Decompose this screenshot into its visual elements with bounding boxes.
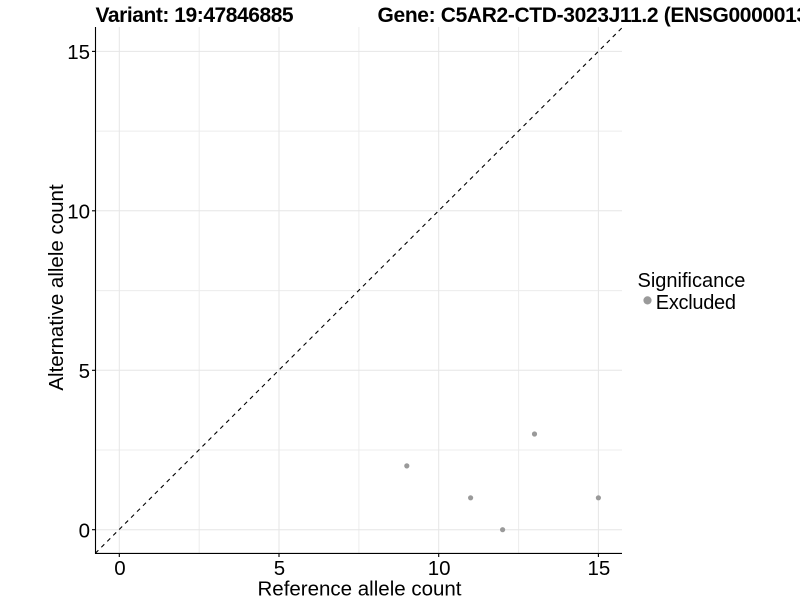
svg-text:10: 10 [67,201,90,224]
svg-text:0: 0 [79,520,90,543]
svg-text:Reference allele count: Reference allele count [258,577,462,600]
svg-text:Excluded: Excluded [656,292,736,314]
svg-text:15: 15 [587,557,610,580]
svg-text:Alternative allele count: Alternative allele count [45,184,68,391]
svg-text:Gene: C5AR2-CTD-3023J11.2 (ENS: Gene: C5AR2-CTD-3023J11.2 (ENSG000001348… [378,4,800,27]
svg-text:10: 10 [428,557,451,580]
svg-text:Significance: Significance [638,270,746,292]
svg-text:0: 0 [114,557,125,580]
svg-text:Variant: 19:47846885: Variant: 19:47846885 [96,4,294,27]
svg-text:5: 5 [274,557,285,580]
svg-text:15: 15 [67,41,90,64]
svg-text:5: 5 [79,360,90,383]
